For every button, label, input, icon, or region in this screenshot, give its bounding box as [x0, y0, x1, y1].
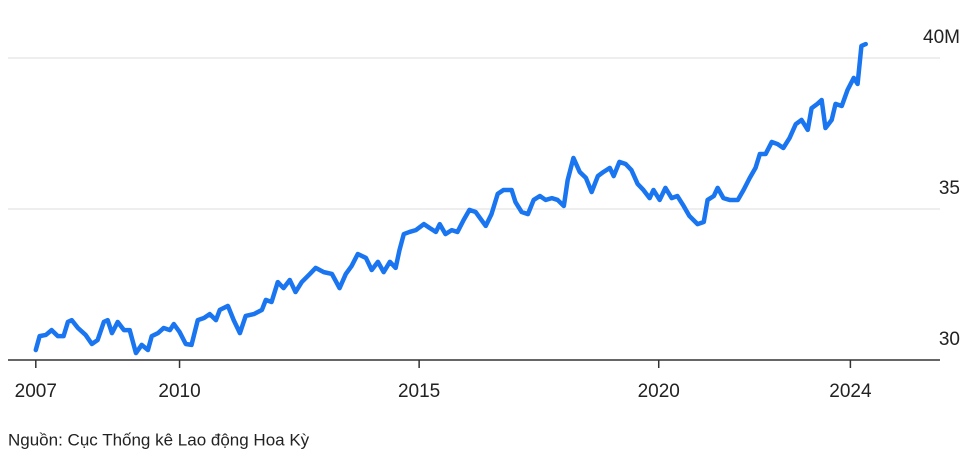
y-tick-label: 40M — [923, 27, 960, 48]
data-line — [33, 41, 868, 356]
y-tick-label: 30 — [939, 329, 960, 350]
x-tick-label: 2015 — [398, 381, 440, 402]
x-tick-label: 2007 — [15, 381, 57, 402]
y-tick-label: 35 — [939, 178, 960, 199]
source-note: Nguồn: Cục Thống kê Lao động Hoa Kỳ — [8, 430, 310, 449]
x-tick-label: 2010 — [158, 381, 200, 402]
x-tick-label: 2024 — [829, 381, 872, 402]
x-tick-label: 2020 — [638, 381, 680, 402]
